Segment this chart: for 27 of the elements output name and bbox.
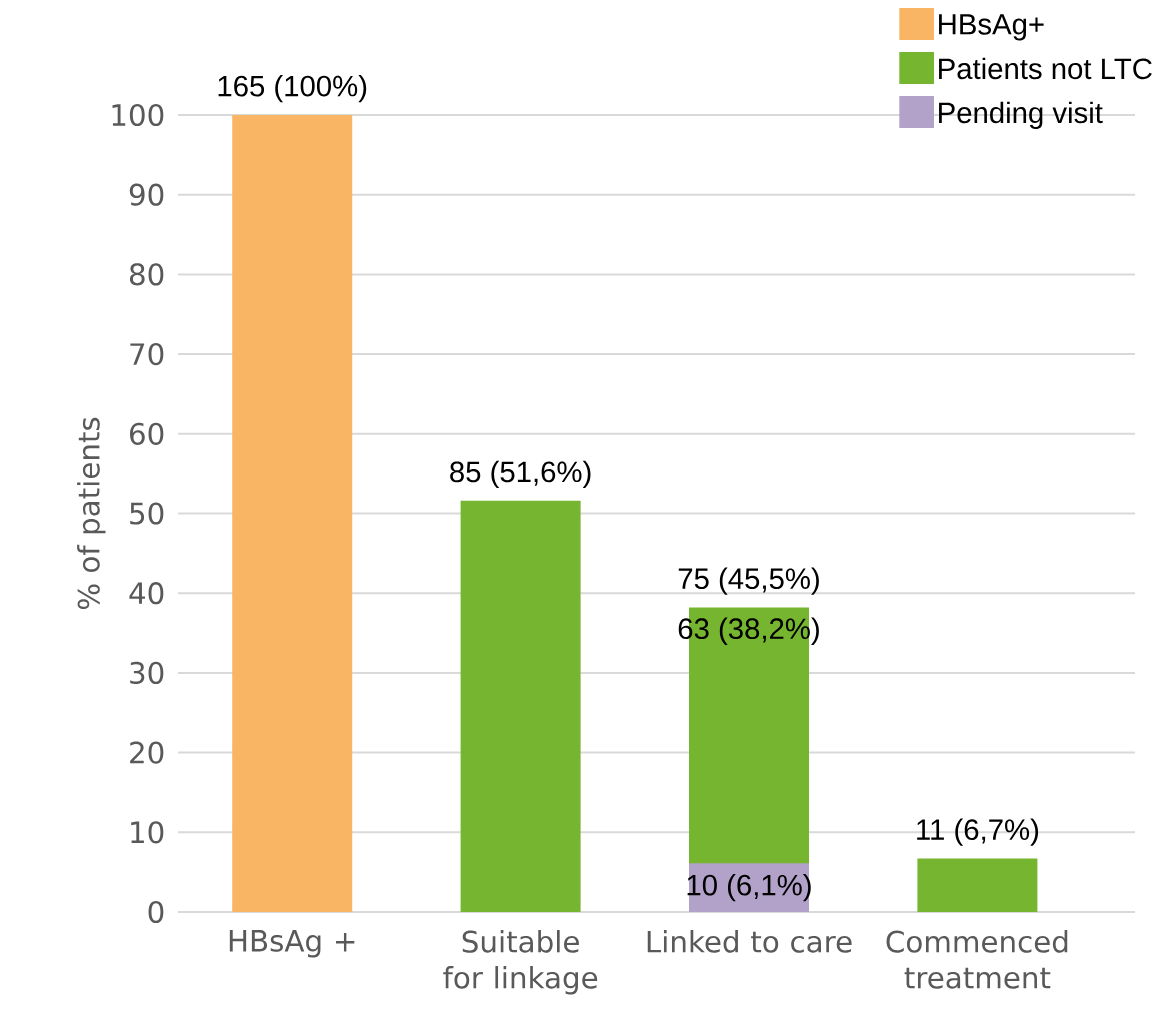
y-tick-label: 20 xyxy=(130,741,164,764)
legend-label: HBsAg+ xyxy=(939,14,1044,41)
y-tick-label: 60 xyxy=(130,422,164,445)
bar xyxy=(917,858,1038,912)
y-tick-label: 10 xyxy=(131,821,164,844)
legend-label: Pending visit xyxy=(939,101,1103,129)
y-axis-title: % of patients xyxy=(77,417,106,610)
y-tick-label: 80 xyxy=(129,263,164,286)
data-label: 10 (6,1%) xyxy=(687,874,811,902)
bar xyxy=(460,500,581,912)
data-label: 165 (100%) xyxy=(218,74,367,103)
y-tick-label: 0 xyxy=(148,900,164,924)
legend-label: Patients not LTC xyxy=(939,57,1152,80)
y-tick-label: 30 xyxy=(130,661,164,684)
x-tick-label: Commenced treatment xyxy=(886,930,1068,989)
x-tick-label: Suitable for linkage xyxy=(443,930,598,995)
data-label: 85 (51,6%) xyxy=(450,460,591,489)
y-tick-label: 70 xyxy=(130,343,164,366)
x-tick-label: HBsAg + xyxy=(229,930,355,958)
y-tick-label: 100 xyxy=(112,103,164,127)
y-tick-label: 50 xyxy=(130,502,164,525)
bar xyxy=(232,115,353,912)
x-tick-label: Linked to care xyxy=(647,930,852,953)
y-tick-label: 40 xyxy=(129,582,164,605)
annotation: 75 (45,5%) xyxy=(678,567,819,595)
data-label: 11 (6,7%) xyxy=(917,818,1039,846)
y-tick-label: 90 xyxy=(129,183,164,206)
